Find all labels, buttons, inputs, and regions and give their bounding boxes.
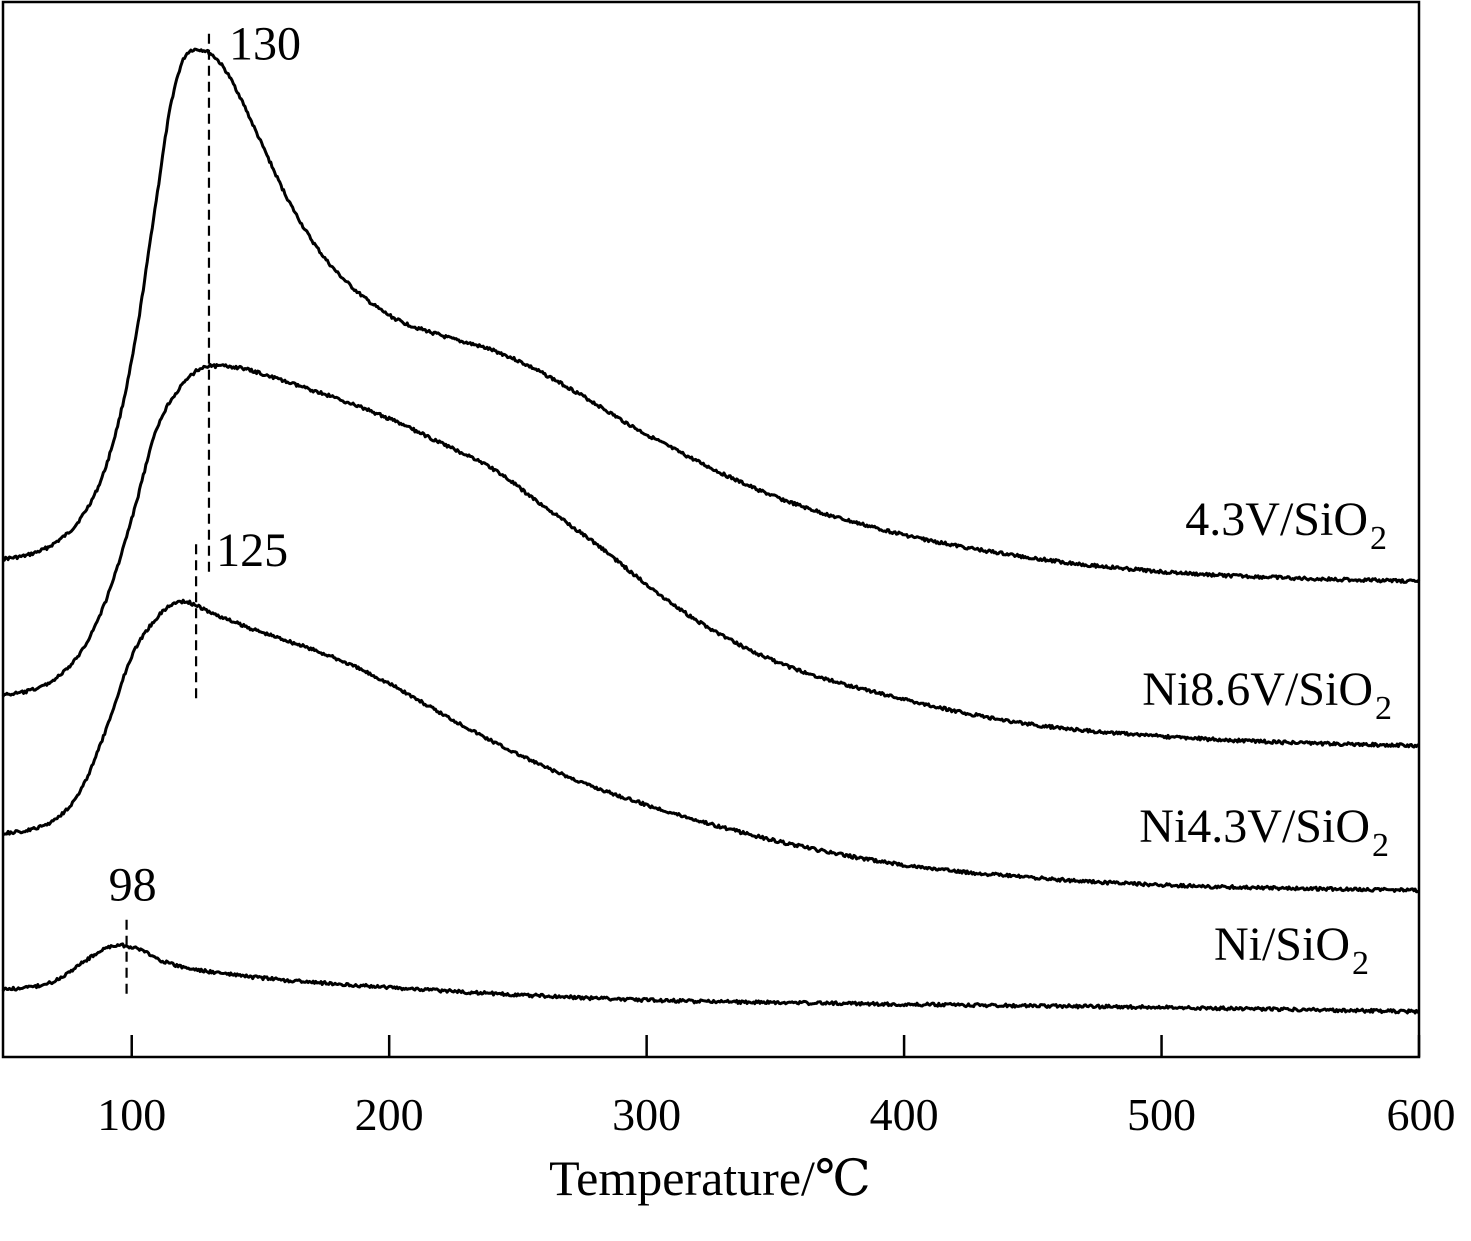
series-label-2-subscript: 2 [1372, 827, 1389, 864]
x-tick-label-200: 200 [355, 1089, 424, 1140]
series-label-0-subscript: 2 [1370, 520, 1387, 557]
series-label-0: 4.3V/SiO [1185, 493, 1368, 546]
series-label-2: Ni4.3V/SiO [1139, 800, 1370, 853]
plot-frame [1, 0, 1421, 1059]
series-label-0-main: 4.3V/SiO [1185, 493, 1368, 546]
series-label-3-main: Ni/SiO [1214, 918, 1350, 971]
x-tick-label-500: 500 [1127, 1089, 1196, 1140]
series-label-1-main: Ni8.6V/SiO [1142, 663, 1373, 716]
series-line-2 [2, 598, 1420, 894]
series-label-3-subscript: 2 [1352, 945, 1369, 982]
x-axis-tick-labels: 100 200 300 400 500 600 [97, 1089, 1455, 1140]
series-line-0 [2, 47, 1421, 584]
peak-label-130: 130 [229, 18, 301, 71]
x-tick-label-400: 400 [870, 1089, 939, 1140]
x-tick-label-300: 300 [612, 1089, 681, 1140]
series-label-3: Ni/SiO [1214, 918, 1350, 971]
peak-label-125: 125 [216, 524, 288, 577]
x-tick-label-100: 100 [97, 1089, 166, 1140]
series-label-1: Ni8.6V/SiO [1142, 663, 1373, 716]
series-line-3 [1, 942, 1421, 1015]
series-line-1 [1, 363, 1420, 749]
peak-label-98: 98 [109, 859, 157, 912]
x-axis-title: Temperature/℃ [549, 1150, 871, 1206]
series-label-2-main: Ni4.3V/SiO [1139, 800, 1370, 853]
series-label-1-subscript: 2 [1375, 690, 1392, 727]
peak-annotations: 130 125 98 [109, 18, 301, 994]
x-tick-label-600: 600 [1387, 1089, 1456, 1140]
series-lines [1, 47, 1421, 1015]
x-axis-ticks [130, 1035, 1421, 1057]
